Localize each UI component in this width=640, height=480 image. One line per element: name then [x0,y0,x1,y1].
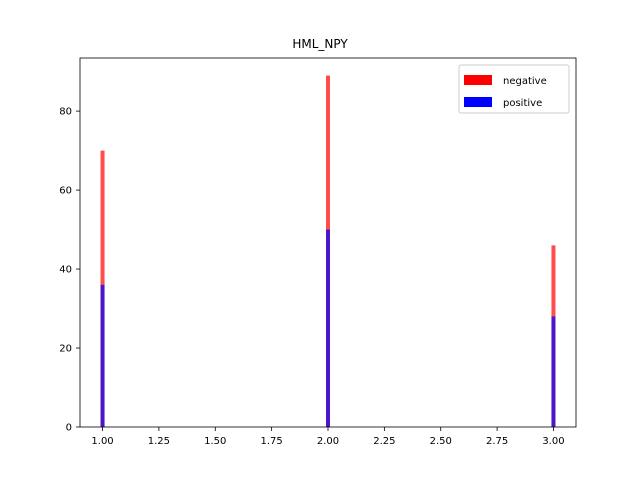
legend-label-positive: positive [503,98,542,109]
axes-layer: 1.00 1.25 1.50 1.75 2.00 2.25 2.50 2.75 3.00 0 20 4… [59,57,577,447]
y-tick-label: 80 [59,107,72,118]
y-tick-label: 40 [59,265,72,276]
x-tick-label: 1.00 [91,436,113,447]
bar-positive-3 [551,316,556,427]
bars-layer [100,75,556,428]
x-tick-label: 2.00 [317,436,339,447]
legend-swatch-positive [464,97,492,107]
legend: negative positive [458,64,570,114]
x-tick-label: 2.25 [373,436,395,447]
x-tick-label: 1.75 [261,436,283,447]
x-tick-label: 3.00 [542,436,564,447]
x-tick-label: 2.50 [430,436,452,447]
y-tick-label: 60 [59,186,72,197]
plot-frame [79,57,577,428]
x-tick-label: 1.25 [148,436,170,447]
bar-positive-1 [100,284,105,427]
y-tick-label: 20 [59,344,72,355]
x-tick-label: 1.50 [204,436,226,447]
chart-title: HML_NPY [292,37,348,51]
bar-positive-2 [326,229,330,427]
y-tick-label: 0 [66,423,72,434]
legend-swatch-negative [464,75,492,85]
legend-label-negative: negative [503,76,547,87]
x-tick-label: 2.75 [486,436,508,447]
